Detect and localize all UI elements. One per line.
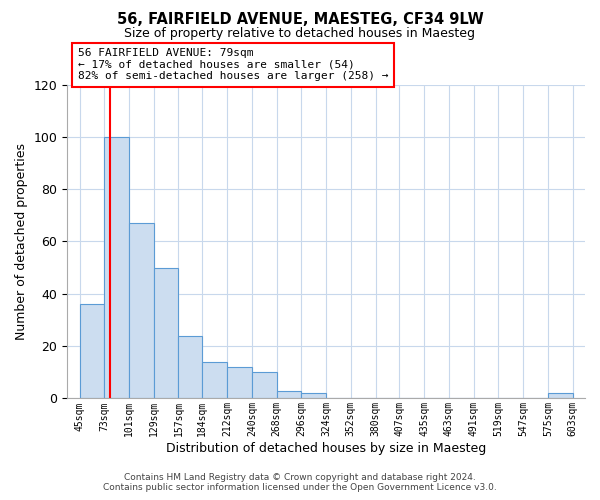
Bar [301,393,326,398]
Bar [277,390,301,398]
Bar [202,362,227,399]
Bar [252,372,277,398]
Bar [129,223,154,398]
Text: 56, FAIRFIELD AVENUE, MAESTEG, CF34 9LW: 56, FAIRFIELD AVENUE, MAESTEG, CF34 9LW [116,12,484,28]
Bar [548,393,572,398]
Bar [154,268,178,398]
Bar [104,137,129,398]
Text: 56 FAIRFIELD AVENUE: 79sqm
← 17% of detached houses are smaller (54)
82% of semi: 56 FAIRFIELD AVENUE: 79sqm ← 17% of deta… [77,48,388,82]
Bar [80,304,104,398]
Text: Size of property relative to detached houses in Maesteg: Size of property relative to detached ho… [125,28,476,40]
X-axis label: Distribution of detached houses by size in Maesteg: Distribution of detached houses by size … [166,442,486,455]
Bar [227,367,252,398]
Text: Contains HM Land Registry data © Crown copyright and database right 2024.
Contai: Contains HM Land Registry data © Crown c… [103,473,497,492]
Y-axis label: Number of detached properties: Number of detached properties [15,143,28,340]
Bar [178,336,202,398]
